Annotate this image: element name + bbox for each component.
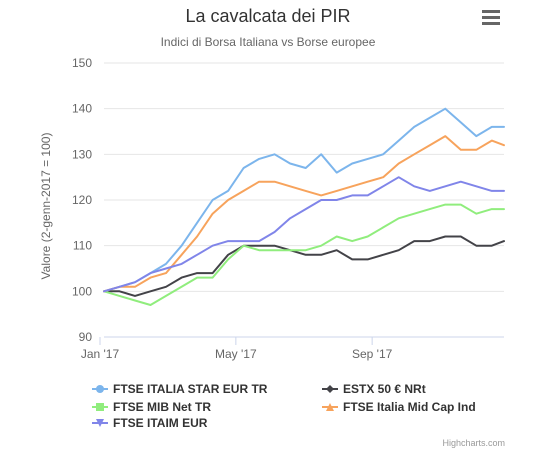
legend-item-3[interactable]: FTSE Italia Mid Cap Ind — [322, 400, 476, 414]
chart-menu-button[interactable] — [478, 6, 504, 30]
y-tick-label: 140 — [72, 102, 92, 116]
series-line-1 — [103, 235, 505, 297]
series-line-3 — [103, 135, 505, 293]
legend-item-2[interactable]: FTSE MIB Net TR — [92, 400, 211, 414]
legend-label: ESTX 50 € NRt — [343, 382, 426, 396]
y-axis-label: Valore (2-genn-2017 = 100) — [39, 133, 53, 280]
legend-marker-icon — [96, 385, 104, 393]
legend-item-0[interactable]: FTSE ITALIA STAR EUR TR — [92, 382, 268, 396]
legend-label: FTSE ITALIA STAR EUR TR — [113, 382, 268, 396]
chart-title: La cavalcata dei PIR — [185, 6, 350, 26]
gridlines — [104, 62, 504, 338]
legend-label: FTSE MIB Net TR — [113, 400, 211, 414]
legend: FTSE ITALIA STAR EUR TR ESTX 50 € NRt FTSE… — [92, 382, 476, 430]
series-lines — [103, 107, 505, 306]
legend-marker-icon — [326, 403, 334, 411]
y-tick-label: 120 — [72, 193, 92, 207]
x-axis: Jan '17 May '17 Sep '17 — [81, 336, 504, 361]
credits-link[interactable]: Highcharts.com — [442, 438, 505, 448]
y-tick-label: 100 — [72, 284, 92, 298]
series-line-4 — [103, 176, 505, 293]
legend-item-1[interactable]: ESTX 50 € NRt — [322, 382, 426, 396]
chart-subtitle: Indici di Borsa Italiana vs Borse europe… — [161, 35, 376, 49]
legend-item-4[interactable]: FTSE ITAIM EUR — [92, 416, 208, 430]
y-tick-label: 130 — [72, 147, 92, 161]
legend-label: FTSE ITAIM EUR — [113, 416, 208, 430]
y-tick-label: 90 — [79, 330, 93, 344]
series-line-0 — [103, 107, 505, 293]
legend-marker-icon — [96, 419, 104, 427]
legend-marker-icon — [326, 385, 334, 393]
x-tick-label: May '17 — [215, 347, 257, 361]
hamburger-menu-icon — [482, 10, 500, 25]
y-tick-label: 110 — [73, 239, 92, 253]
x-tick-label: Jan '17 — [81, 347, 120, 361]
legend-label: FTSE Italia Mid Cap Ind — [343, 400, 476, 414]
x-tick-label: Sep '17 — [352, 347, 393, 361]
y-axis-ticks: 90 100 110 120 130 140 150 — [72, 56, 92, 344]
y-tick-label: 150 — [72, 56, 92, 70]
legend-marker-icon — [96, 403, 104, 411]
series-line-2 — [103, 203, 505, 306]
